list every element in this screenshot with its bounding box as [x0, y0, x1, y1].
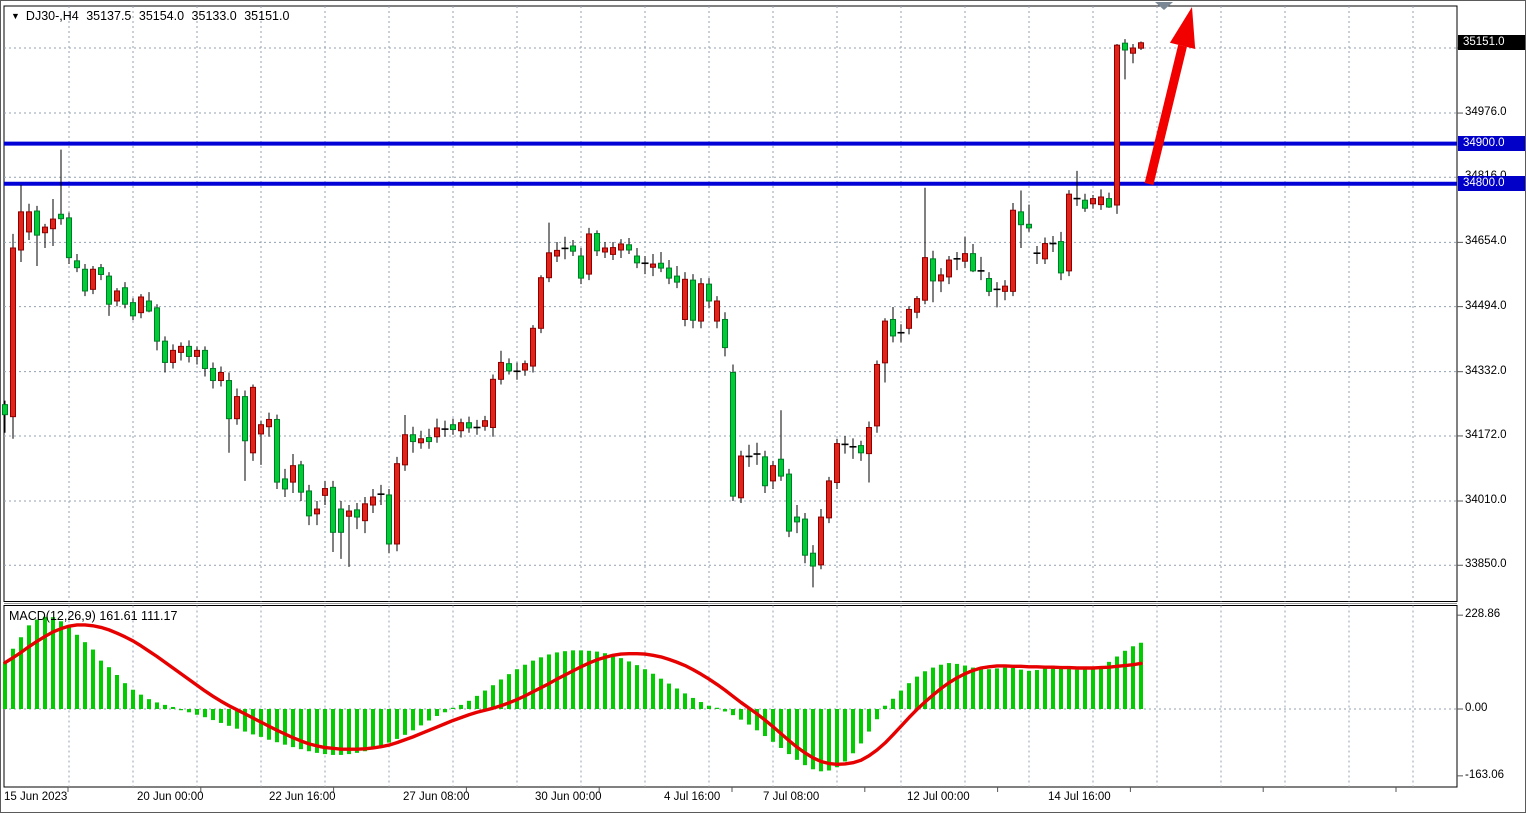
price-tick-label: 34172.0: [1465, 428, 1507, 441]
time-tick-label: 27 Jun 08:00: [403, 791, 470, 803]
time-tick-label: 4 Jul 16:00: [664, 791, 721, 803]
macd-tick-label: 0.00: [1465, 702, 1488, 714]
time-tick-label: 20 Jun 00:00: [137, 791, 204, 803]
price-axis[interactable]: 35138.0 34976.0 34816.0 34654.0 34494.0 34332…: [1457, 1, 1525, 787]
price-tick-label: 34654.0: [1465, 235, 1507, 248]
price-tick-label: 34816.0: [1465, 170, 1507, 183]
time-tick-label: 30 Jun 00:00: [535, 791, 602, 803]
price-tick-label: 34976.0: [1465, 106, 1507, 119]
time-axis[interactable]: 15 Jun 2023 20 Jun 00:00 22 Jun 16:00 27 Ju…: [1, 787, 1457, 809]
price-tick-label: 34494.0: [1465, 299, 1507, 312]
price-tick-label: 35138.0: [1465, 40, 1507, 53]
price-tick-label: 34010.0: [1465, 494, 1507, 506]
time-tick-label: 15 Jun 2023: [4, 791, 68, 803]
price-tick-label: 33850.0: [1465, 558, 1507, 571]
time-tick-label: 7 Jul 08:00: [763, 791, 820, 803]
time-tick-label: 22 Jun 16:00: [269, 791, 336, 803]
price-tick-label: 34332.0: [1465, 364, 1507, 377]
macd-tick-label: 228.86: [1465, 608, 1501, 621]
time-tick-label: 12 Jul 00:00: [907, 791, 970, 803]
time-tick-label: 14 Jul 16:00: [1048, 791, 1111, 803]
macd-tick-label: -163.06: [1465, 768, 1505, 781]
